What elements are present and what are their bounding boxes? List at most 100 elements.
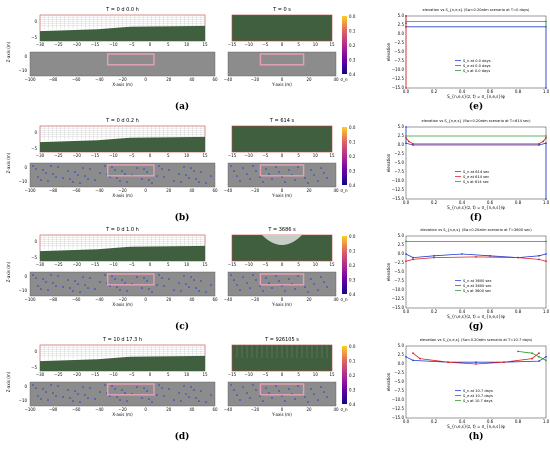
flow-marker bbox=[45, 391, 47, 393]
y-tick-label: 0 bbox=[281, 407, 284, 412]
x-tick-label: 0.6 bbox=[487, 419, 494, 424]
xz-zoom-box bbox=[106, 273, 155, 286]
y-tick-label: 40 bbox=[333, 77, 339, 82]
z-tick-label: 0 bbox=[24, 274, 27, 279]
x-tick-label: 0.4 bbox=[459, 309, 466, 314]
flow-marker bbox=[67, 389, 69, 391]
y-tick-label: −5.0 bbox=[394, 49, 404, 54]
x-tick-label: 15 bbox=[202, 153, 208, 158]
flow-marker bbox=[121, 170, 123, 172]
flow-marker bbox=[294, 288, 296, 290]
x-tick-label: −20 bbox=[72, 262, 81, 267]
x-tick-label: 0 bbox=[149, 153, 152, 158]
y-tick-label: −2.5 bbox=[394, 370, 404, 375]
data-point bbox=[545, 253, 547, 255]
x-axis-label: X-axis (m) bbox=[112, 82, 133, 87]
y-tick-label: −15 bbox=[228, 372, 237, 377]
y-tick-label: 5 bbox=[297, 372, 300, 377]
flow-marker bbox=[259, 285, 261, 287]
x-tick-label: 15 bbox=[202, 372, 208, 377]
data-point bbox=[475, 361, 477, 364]
yz-domain-frame bbox=[227, 271, 337, 297]
x-tick-label: −40 bbox=[95, 407, 104, 412]
data-point bbox=[538, 254, 540, 257]
flow-marker bbox=[236, 394, 238, 396]
y-tick-label: 15 bbox=[329, 42, 335, 47]
flow-marker bbox=[242, 386, 244, 388]
flow-marker bbox=[313, 174, 315, 176]
flow-marker bbox=[271, 178, 273, 180]
x-tick-label: 0.4 bbox=[459, 419, 466, 424]
y-tick-label: 0.0 bbox=[398, 361, 405, 366]
legend-entry: S_n at 10.7 days bbox=[463, 389, 493, 393]
flow-marker bbox=[233, 279, 235, 281]
flow-marker bbox=[183, 385, 185, 387]
x-tick-label: 0 bbox=[144, 77, 147, 82]
panel-label: (g) bbox=[469, 321, 484, 332]
x-tick-label: −5 bbox=[129, 153, 135, 158]
flow-marker bbox=[156, 284, 158, 286]
data-point bbox=[405, 15, 407, 17]
flow-marker bbox=[121, 279, 123, 281]
flow-marker bbox=[119, 399, 121, 401]
x-tick-label: −80 bbox=[49, 77, 58, 82]
legend-entry: S_n at 614 sec bbox=[463, 170, 489, 174]
flow-marker bbox=[50, 274, 52, 276]
flow-marker bbox=[99, 281, 101, 283]
flow-marker bbox=[163, 285, 165, 287]
flow-marker bbox=[252, 165, 254, 167]
flow-marker bbox=[141, 397, 143, 399]
flow-marker bbox=[67, 170, 69, 172]
flow-marker bbox=[185, 174, 187, 176]
x-tick-label: −30 bbox=[36, 42, 45, 47]
data-point bbox=[412, 256, 414, 259]
flow-marker bbox=[136, 386, 138, 388]
flow-marker bbox=[268, 173, 270, 175]
flow-marker bbox=[74, 171, 76, 173]
flow-marker bbox=[104, 165, 106, 167]
x-tick-label: −25 bbox=[54, 372, 63, 377]
flow-marker bbox=[323, 281, 325, 283]
flow-marker bbox=[239, 180, 241, 182]
y-axis-label: Y-axis (m) bbox=[271, 82, 292, 87]
flow-marker bbox=[249, 287, 251, 289]
data-point bbox=[538, 355, 540, 358]
z-tick-label: −5 bbox=[31, 35, 37, 40]
panel-4: T = 10 d 17.3 h −30 −25 −20 −15 −10 −5 0 5 10 15 0 −… bbox=[6, 337, 356, 442]
flow-marker bbox=[281, 285, 283, 287]
colorbar bbox=[342, 16, 347, 74]
y-tick-label: −10.0 bbox=[392, 178, 405, 183]
xz-soil-region bbox=[40, 245, 205, 261]
flow-marker bbox=[161, 277, 163, 279]
flow-marker bbox=[188, 396, 190, 398]
flow-marker bbox=[37, 285, 39, 287]
flow-marker bbox=[183, 275, 185, 277]
flow-marker bbox=[35, 387, 37, 389]
x-tick-label: 0.2 bbox=[431, 309, 438, 314]
flow-marker bbox=[114, 169, 116, 171]
flow-marker bbox=[205, 182, 207, 184]
x-tick-label: 0 bbox=[144, 297, 147, 302]
data-point bbox=[405, 355, 407, 358]
flow-marker bbox=[99, 391, 101, 393]
data-point bbox=[545, 198, 547, 200]
y-tick-label: 2.5 bbox=[398, 133, 405, 138]
y-tick-label: 0.0 bbox=[398, 142, 405, 147]
flow-marker bbox=[255, 170, 257, 172]
flow-marker bbox=[183, 166, 185, 168]
flow-marker bbox=[262, 400, 264, 402]
x-tick-label: −25 bbox=[54, 262, 63, 267]
flow-marker bbox=[205, 291, 207, 293]
y-tick-label: −7.5 bbox=[394, 169, 404, 174]
x-tick-label: 10 bbox=[184, 42, 190, 47]
y-tick-label: −10 bbox=[244, 372, 253, 377]
z-tick-label: −5 bbox=[31, 146, 37, 151]
xz-zoom-box bbox=[106, 383, 155, 396]
y-tick-label: −20 bbox=[251, 407, 260, 412]
flow-marker bbox=[317, 180, 319, 182]
x-tick-label: 0.0 bbox=[403, 309, 410, 314]
data-point bbox=[489, 254, 491, 257]
legend-entry: S_e at 3600 sec bbox=[463, 284, 492, 288]
x-tick-label: 20 bbox=[166, 407, 172, 412]
x-tick-label: −80 bbox=[49, 297, 58, 302]
